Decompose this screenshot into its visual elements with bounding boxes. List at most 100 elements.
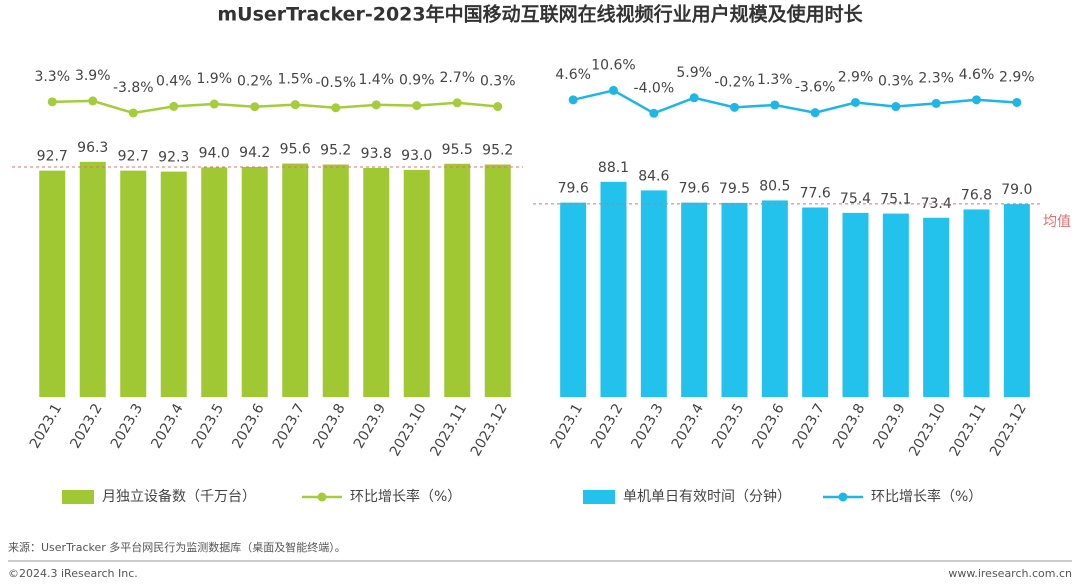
- line-point: [493, 102, 503, 112]
- bar: [241, 166, 268, 397]
- bar: [963, 209, 990, 397]
- line-point: [412, 101, 422, 111]
- data-label: 3.9%: [75, 68, 111, 84]
- data-label: 0.4%: [156, 73, 192, 89]
- x-tick-label: 2023.12: [468, 401, 511, 459]
- bar: [721, 202, 748, 397]
- data-label: 2.9%: [838, 69, 874, 85]
- data-label: 92.3: [158, 150, 189, 166]
- line-point: [128, 108, 138, 118]
- website: www.iresearch.com.cn: [948, 567, 1072, 580]
- data-label: 79.6: [679, 181, 710, 197]
- line-point: [169, 101, 179, 111]
- x-tick-label: 2023.1: [27, 401, 65, 451]
- x-tick-label: 2023.6: [229, 401, 267, 452]
- bar: [282, 163, 309, 397]
- copyright: ©2024.3 iResearch Inc.: [8, 567, 138, 580]
- legend-swatch: [583, 490, 615, 504]
- bar: [802, 207, 829, 397]
- data-label: -4.0%: [634, 80, 675, 96]
- data-label: 93.0: [401, 148, 432, 164]
- data-label: 4.6%: [959, 67, 995, 83]
- x-tick-label: 2023.8: [830, 401, 868, 451]
- data-label: 3.3%: [34, 69, 70, 85]
- bar: [761, 200, 788, 397]
- x-tick-label: 2023.5: [709, 401, 747, 451]
- x-tick-label: 2023.11: [947, 401, 990, 459]
- average-label: 均值: [1043, 214, 1071, 230]
- line-point: [371, 100, 381, 110]
- line-point: [47, 97, 57, 107]
- data-label: 95.5: [442, 142, 473, 158]
- x-tick-label: 2023.5: [189, 401, 227, 451]
- data-label: -0.2%: [714, 74, 755, 90]
- x-tick-label: 2023.7: [270, 401, 308, 451]
- legend-marker: [317, 492, 327, 502]
- x-tick-label: 2023.11: [427, 401, 470, 459]
- x-tick-label: 2023.2: [588, 401, 626, 451]
- x-tick-label: 2023.10: [906, 401, 949, 459]
- bar: [79, 161, 106, 397]
- data-label: 95.2: [320, 143, 351, 159]
- data-label: 76.8: [961, 187, 992, 203]
- x-tick-label: 2023.9: [870, 401, 908, 451]
- bar: [39, 170, 66, 397]
- chart-title: mUserTracker-2023年中国移动互联网在线视频行业用户规模及使用时长: [217, 3, 863, 26]
- data-label: 94.2: [239, 145, 270, 161]
- line-point: [452, 98, 462, 108]
- x-tick-label: 2023.9: [351, 401, 389, 451]
- data-label: 75.1: [880, 192, 911, 208]
- data-label: 84.6: [638, 168, 669, 184]
- data-label: 95.6: [280, 142, 311, 158]
- line-point: [851, 97, 860, 107]
- data-label: 95.2: [482, 143, 513, 159]
- line: [52, 99, 498, 115]
- bar: [681, 202, 708, 397]
- data-label: 93.8: [361, 146, 392, 162]
- bar: [640, 190, 667, 397]
- data-label: 1.5%: [277, 72, 313, 88]
- data-label: -3.8%: [113, 80, 154, 96]
- x-tick-label: 2023.2: [67, 401, 105, 451]
- line-point: [891, 102, 901, 112]
- bar: [201, 167, 228, 397]
- legend-swatch: [62, 490, 94, 504]
- bar: [484, 164, 511, 397]
- line-point: [810, 108, 820, 118]
- bar: [363, 167, 390, 397]
- line-point: [250, 102, 260, 112]
- line-point: [730, 102, 739, 112]
- data-label: -3.6%: [795, 80, 836, 96]
- line-point: [88, 96, 98, 106]
- data-label: -0.5%: [315, 75, 356, 91]
- legend-label: 月独立设备数（千万台）: [102, 488, 256, 505]
- x-tick-label: 2023.7: [790, 401, 828, 451]
- line-point: [689, 93, 699, 103]
- data-label: 2.9%: [999, 69, 1035, 85]
- x-tick-label: 2023.4: [669, 401, 707, 452]
- data-label: 2.7%: [439, 70, 475, 86]
- x-tick-label: 2023.3: [108, 401, 146, 451]
- line-point: [568, 95, 578, 105]
- data-label: 77.6: [800, 185, 831, 201]
- line-point: [649, 108, 659, 118]
- data-label: 1.4%: [358, 72, 394, 88]
- bar: [322, 164, 349, 397]
- x-tick-label: 2023.6: [749, 401, 787, 452]
- data-label: 5.9%: [676, 65, 712, 81]
- data-label: 92.7: [37, 149, 68, 165]
- data-label: 96.3: [77, 140, 108, 156]
- bar: [403, 169, 430, 397]
- data-label: 94.0: [199, 145, 230, 161]
- x-tick-label: 2023.4: [148, 401, 186, 452]
- data-label: 92.7: [118, 149, 149, 165]
- legend-label: 环比增长率（%）: [871, 488, 982, 505]
- data-label: 0.9%: [399, 73, 435, 89]
- data-label: 1.3%: [757, 72, 793, 88]
- line-point: [331, 103, 341, 113]
- data-label: 88.1: [598, 160, 629, 176]
- data-label: 80.5: [759, 178, 790, 194]
- line-point: [609, 85, 618, 95]
- data-label: 4.6%: [555, 67, 591, 83]
